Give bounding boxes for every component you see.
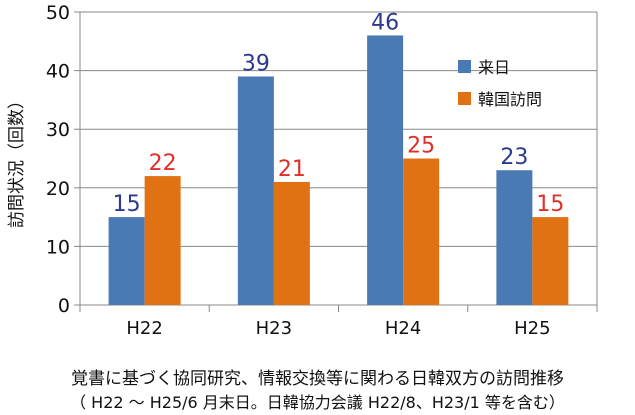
y-tick-label: 40: [46, 61, 70, 83]
bar: [367, 35, 404, 305]
x-tick-label: H24: [385, 318, 421, 339]
y-tick-label: 50: [46, 2, 70, 24]
x-tick-label: H23: [256, 318, 292, 339]
y-axis-ticks: 0 10 20 30 40 50: [46, 2, 80, 317]
bar: [273, 181, 310, 305]
y-tick-label: 0: [58, 295, 70, 317]
bar: [108, 217, 145, 305]
bar: [532, 217, 569, 305]
data-label: 46: [371, 10, 399, 35]
data-label: 39: [242, 51, 270, 76]
y-tick-label: 10: [46, 236, 70, 258]
data-label: 15: [536, 192, 564, 217]
legend-swatch: [458, 60, 471, 73]
x-axis-ticks: H22 H23 H24 H25: [79, 305, 598, 339]
bars: [108, 35, 569, 306]
bar: [496, 170, 533, 305]
data-label: 22: [149, 151, 177, 176]
caption-line-2: （ H22 ～ H25/6 月末日。日韓協力会議 H22/8、H23/1 等を含…: [70, 393, 565, 412]
y-tick-label: 20: [46, 178, 70, 200]
data-label: 21: [278, 157, 306, 182]
legend-label: 韓国訪問: [478, 90, 542, 109]
data-label: 23: [500, 145, 528, 170]
data-label: 15: [113, 192, 141, 217]
y-axis-label: 訪問状況（回数）: [7, 92, 27, 228]
caption-line-1: 覚書に基づく協同研究、情報交換等に関わる日韓双方の訪問推移: [71, 369, 564, 389]
data-label: 25: [407, 134, 435, 159]
bar: [403, 158, 440, 305]
y-tick-label: 30: [46, 119, 70, 141]
bar: [237, 76, 274, 306]
legend-label: 来日: [478, 58, 510, 77]
x-tick-label: H22: [126, 318, 162, 339]
legend-swatch: [458, 92, 471, 105]
bar: [144, 176, 181, 305]
x-tick-label: H25: [514, 318, 550, 339]
data-labels: 15 22 39 21 46 25 23 15: [113, 10, 565, 217]
